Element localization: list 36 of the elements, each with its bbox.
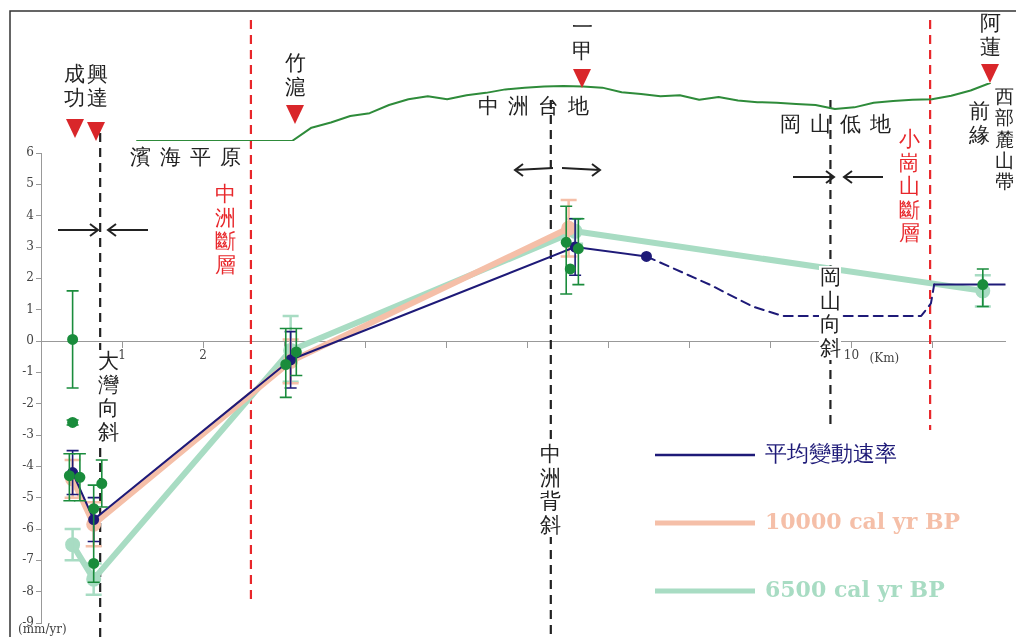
annotation: 西部麓山帶 [995, 85, 1015, 193]
ref-line-label: 小崗山斷層 [898, 127, 921, 246]
annotation: 前緣 [968, 99, 991, 148]
y-tick-label: 4 [26, 207, 35, 222]
x-tick-label: 2 [199, 348, 207, 363]
y-tick-label: 5 [26, 176, 34, 191]
text: 阿蓮 [979, 11, 1002, 60]
annotation: 中洲台地 [478, 94, 598, 119]
legend-label: 6500 cal yr BP [765, 575, 945, 602]
legend-label: 平均變動速率 [765, 440, 897, 466]
annotation: 竹滬 [284, 51, 307, 100]
ref-line-label: 中洲斷層 [214, 182, 237, 278]
text: 一甲 [571, 15, 594, 64]
legend-label: 10000 cal yr BP [765, 507, 961, 534]
annotation: 濱海平原 [130, 145, 250, 170]
text: 成功 [63, 62, 86, 111]
y-tick-label: 2 [26, 270, 34, 285]
ref-line-label: 岡山向斜 [819, 265, 842, 361]
text: 興達 [86, 62, 109, 111]
y-tick-label: -7 [22, 552, 34, 567]
y-tick-label: -8 [22, 583, 34, 598]
y-tick-label: -2 [22, 395, 34, 410]
y-tick-label: 0 [26, 333, 34, 348]
x-tick-label: 10 [843, 348, 860, 363]
y-tick-label: -1 [22, 364, 34, 379]
annotation: 岡山低地 [780, 112, 900, 136]
y-tick-label: 3 [26, 239, 34, 254]
y-tick-label: 1 [26, 301, 34, 316]
y-tick-label: -6 [22, 521, 34, 536]
y-tick-label: 6 [26, 145, 34, 160]
y-tick-label: -5 [22, 489, 34, 504]
x-axis-title: (Km) [869, 351, 900, 366]
x-tick-label: 1 [118, 348, 126, 363]
y-tick-label: -4 [22, 458, 35, 473]
ref-line-label: 中洲背斜 [539, 442, 562, 538]
y-tick-label: -3 [22, 427, 34, 442]
